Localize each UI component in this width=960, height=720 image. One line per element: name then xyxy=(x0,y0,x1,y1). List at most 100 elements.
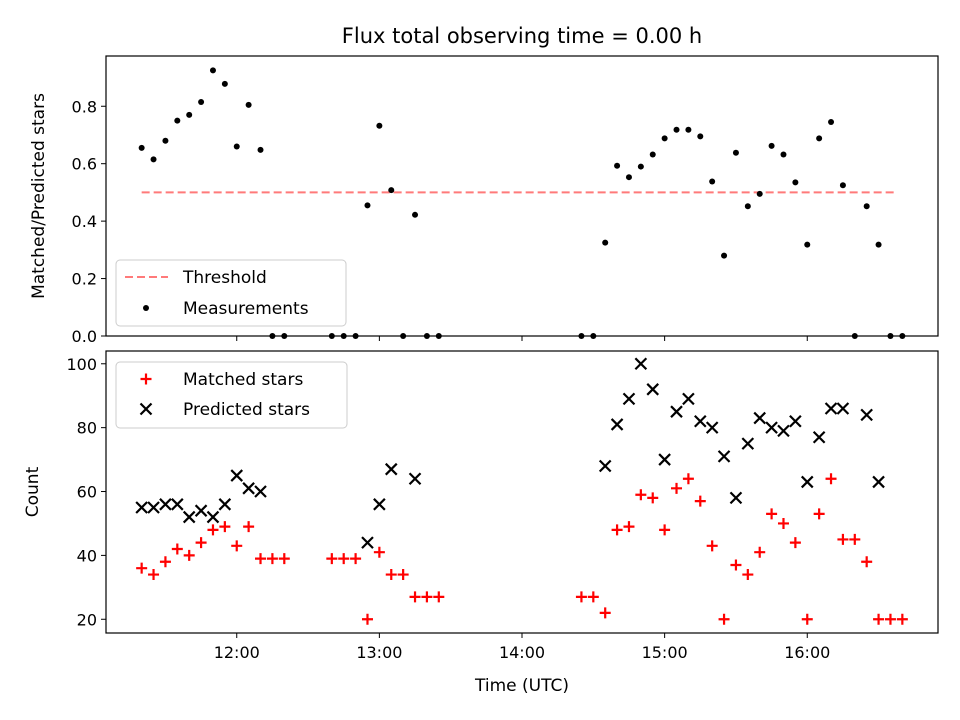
measurement-point xyxy=(376,122,383,129)
measurement-point xyxy=(697,133,704,140)
measurement-point xyxy=(816,135,823,142)
measurement-point xyxy=(863,203,870,210)
x-tick-label: 12:00 xyxy=(214,643,260,662)
legend-matched-label: Matched stars xyxy=(183,370,303,390)
measurement-point xyxy=(209,67,216,74)
matched-star-point xyxy=(754,546,766,558)
predicted-star-point xyxy=(800,475,814,489)
legend-predicted-swatch xyxy=(139,402,153,416)
predicted-star-point xyxy=(812,430,826,444)
matched-star-point xyxy=(159,556,171,568)
measurement-point xyxy=(732,149,739,156)
x-tick-label: 14:00 xyxy=(499,643,545,662)
measurement-point xyxy=(257,146,264,153)
chart-title: Flux total observing time = 0.00 h xyxy=(342,24,702,48)
predicted-star-point xyxy=(598,459,612,473)
matched-star-point xyxy=(409,591,421,603)
bottom-panel: 20 40 60 80 100 12:00 13:00 14:00 15:00 16:00 Matc… xyxy=(66,350,939,662)
matched-star-point xyxy=(136,562,148,574)
matched-star-point xyxy=(861,556,873,568)
measurement-point xyxy=(174,117,181,124)
matched-star-point xyxy=(231,540,243,552)
predicted-star-point xyxy=(789,414,802,428)
predicted-star-point xyxy=(705,421,719,434)
predicted-star-point xyxy=(610,418,624,431)
measurement-point xyxy=(792,179,799,186)
matched-star-point xyxy=(694,495,706,507)
bottom-y-axis-title: Count xyxy=(23,466,43,517)
predicted-star-point xyxy=(824,402,838,415)
measurement-point xyxy=(673,126,680,133)
x-axis-title: Time (UTC) xyxy=(474,676,569,696)
matched-star-point xyxy=(884,613,896,625)
matched-star-point xyxy=(659,524,671,536)
predicted-star-point xyxy=(384,462,398,476)
measurement-point xyxy=(721,252,728,259)
matched-star-point xyxy=(421,591,433,603)
matched-star-point xyxy=(801,613,813,625)
predicted-star-point xyxy=(741,437,755,450)
matched-star-point xyxy=(789,537,801,549)
matched-star-point xyxy=(219,521,231,533)
predicted-star-point xyxy=(254,485,267,498)
legend-measurements-label: Measurements xyxy=(183,299,309,319)
measurement-point xyxy=(364,202,371,209)
matched-star-point xyxy=(326,553,338,565)
matched-star-point xyxy=(171,543,183,555)
measurement-point xyxy=(709,178,716,185)
predicted-star-point xyxy=(206,510,220,524)
predicted-star-point xyxy=(694,414,707,428)
predicted-star-point xyxy=(361,536,374,549)
y-tick-label: 100 xyxy=(66,355,97,374)
top-y-axis-title: Matched/Predicted stars xyxy=(29,93,49,299)
y-tick-label: 0.2 xyxy=(72,270,97,289)
predicted-star-point xyxy=(159,498,172,511)
measurement-point xyxy=(625,174,632,181)
predicted-star-point xyxy=(218,498,232,511)
measurement-point xyxy=(744,203,751,210)
matched-star-point xyxy=(195,537,207,549)
matched-star-point xyxy=(825,473,837,485)
matched-star-point xyxy=(730,559,742,571)
matched-star-point xyxy=(896,613,908,625)
measurement-point xyxy=(875,241,882,248)
matched-star-point xyxy=(338,553,350,565)
predicted-star-point xyxy=(230,469,244,482)
matched-star-point xyxy=(849,533,861,545)
predicted-star-point xyxy=(860,408,873,422)
legend-matched-swatch xyxy=(140,373,152,385)
measurement-point xyxy=(637,163,644,170)
measurement-point xyxy=(685,126,692,133)
predicted-star-point xyxy=(646,383,660,396)
matched-star-point xyxy=(373,546,385,558)
matched-star-point xyxy=(433,591,445,603)
matched-star-point xyxy=(266,553,278,565)
measurement-point xyxy=(649,151,656,158)
predicted-star-point xyxy=(622,392,636,406)
measurement-point xyxy=(780,151,787,158)
measurement-point xyxy=(150,156,157,163)
matched-star-point xyxy=(350,553,362,565)
measurement-point xyxy=(245,101,252,108)
predicted-star-point xyxy=(182,510,196,524)
measurement-point xyxy=(804,241,811,248)
legend-box xyxy=(115,259,347,327)
matched-star-point xyxy=(148,569,160,581)
predicted-star-point xyxy=(135,501,148,514)
y-tick-label: 0.6 xyxy=(72,155,97,174)
y-tick-label: 0.0 xyxy=(72,327,97,346)
predicted-star-point xyxy=(171,498,184,511)
predicted-star-point xyxy=(194,504,208,517)
predicted-star-point xyxy=(408,472,422,486)
predicted-star-point xyxy=(147,501,160,514)
predicted-star-point xyxy=(670,405,683,418)
measurement-point xyxy=(138,144,145,151)
legend-predicted-label: Predicted stars xyxy=(183,400,310,420)
plot-frame xyxy=(105,350,939,634)
matched-star-point xyxy=(611,524,623,536)
x-tick-label: 16:00 xyxy=(784,643,830,662)
predicted-star-point xyxy=(682,392,695,406)
matched-star-point xyxy=(385,569,397,581)
measurement-point xyxy=(839,182,846,189)
measurement-point xyxy=(756,190,763,197)
